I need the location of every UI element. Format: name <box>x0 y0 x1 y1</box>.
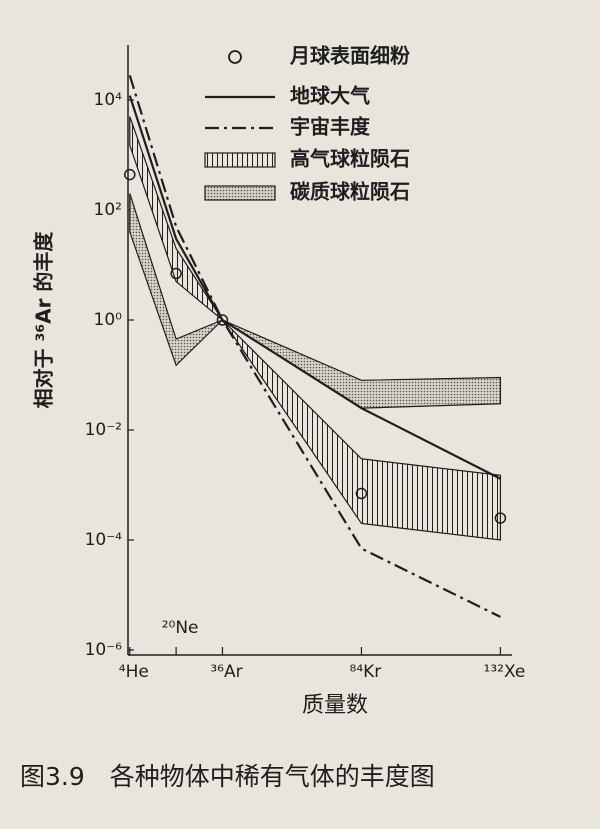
x-tick-label: ³⁶Ar <box>210 662 242 682</box>
x-tick-label: ⁸⁴Kr <box>350 662 382 682</box>
y-tick-label: 10² <box>94 200 122 220</box>
y-axis-title: 相对于 ³⁶Ar 的丰度 <box>32 231 56 409</box>
legend-symbol <box>204 185 276 201</box>
x-axis-title: 质量数 <box>302 693 368 718</box>
data-point <box>124 168 136 181</box>
y-tick-label: 10⁻⁴ <box>85 530 123 550</box>
y-tick-label: 10⁴ <box>94 90 123 110</box>
y-tick-label: 10⁰ <box>94 310 123 330</box>
data-point <box>355 487 368 500</box>
legend-label: 月球表面细粉 <box>289 44 410 68</box>
data-point <box>216 314 229 326</box>
legend-symbol <box>204 152 276 168</box>
x-tick-label: ⁴He <box>119 662 149 682</box>
legend-symbol <box>228 50 242 64</box>
data-point <box>170 267 182 280</box>
x-tick-label: ¹³²Xe <box>484 662 526 682</box>
caption: 图3.9 各种物体中稀有气体的丰度图 <box>20 762 435 791</box>
data-band <box>129 193 502 409</box>
legend-label: 碳质球粒陨石 <box>290 180 410 204</box>
x-tick-label: ²⁰Ne <box>162 618 199 638</box>
legend-label: 地球大气 <box>290 84 370 108</box>
legend-label: 宇宙丰度 <box>290 115 371 139</box>
y-tick-label: 10⁻⁶ <box>85 640 123 660</box>
y-tick-label: 10⁻² <box>85 420 122 440</box>
data-band <box>129 116 502 541</box>
data-line <box>128 75 501 618</box>
data-point <box>494 512 507 524</box>
legend-label: 高气球粒陨石 <box>290 147 410 171</box>
